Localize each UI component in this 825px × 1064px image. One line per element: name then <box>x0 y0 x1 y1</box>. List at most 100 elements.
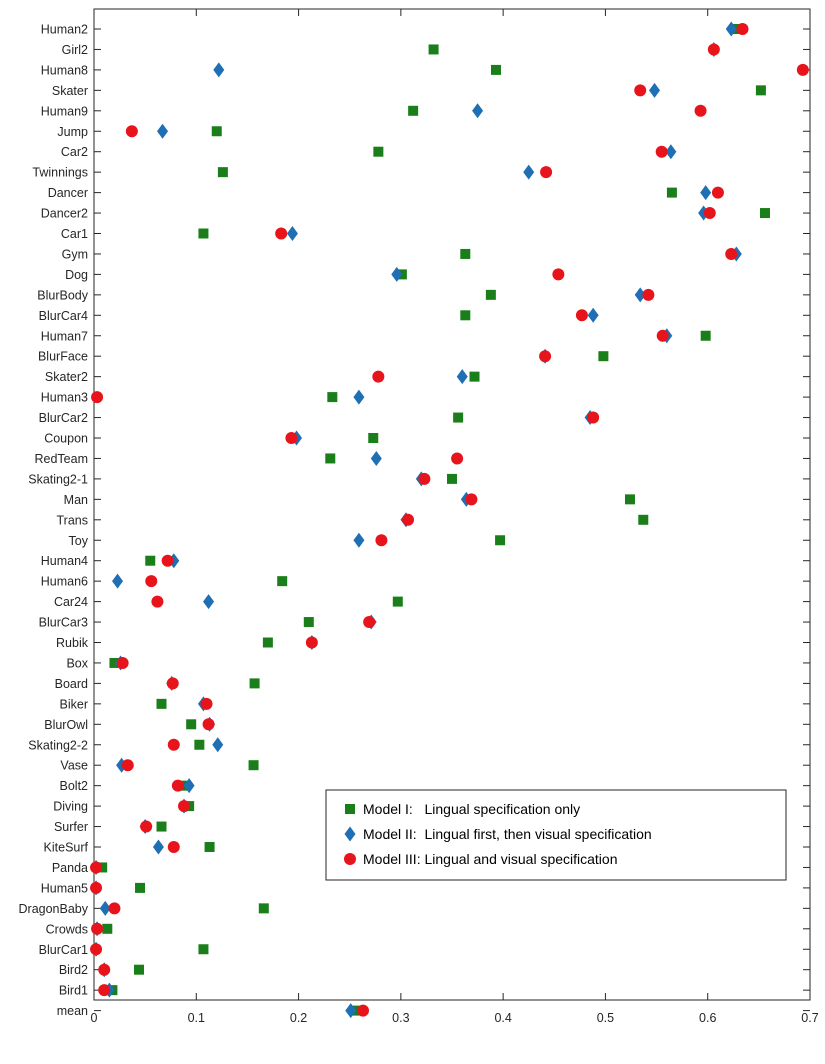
circle-point <box>552 268 565 281</box>
y-tick-label: Human8 <box>41 63 88 77</box>
circle-point <box>90 943 103 956</box>
circle-point <box>121 759 134 772</box>
y-tick-label: Crowds <box>46 922 88 936</box>
y-tick-label: Human2 <box>41 23 88 37</box>
y-tick-label: Jump <box>57 125 88 139</box>
y-tick-label: BlurCar2 <box>39 411 88 425</box>
y-tick-label: Gym <box>62 247 88 261</box>
square-point <box>262 637 273 648</box>
diamond-point <box>152 839 164 855</box>
diamond-point <box>203 594 215 610</box>
square-point <box>460 248 471 259</box>
square-point <box>327 392 338 403</box>
y-tick-label: Trans <box>57 513 89 527</box>
circle-point <box>587 411 600 424</box>
y-tick-label: BlurBody <box>37 288 88 302</box>
circle-point <box>90 861 103 874</box>
y-tick-label: Biker <box>60 697 88 711</box>
circle-point <box>372 370 385 383</box>
y-tick-label: Coupon <box>44 432 88 446</box>
data-markers <box>90 21 809 1019</box>
x-tick-label: 0.5 <box>597 1011 614 1025</box>
circle-point <box>108 902 121 915</box>
y-tick-label: Skater <box>52 84 88 98</box>
circle-point <box>451 452 464 465</box>
square-point <box>392 596 403 607</box>
y-tick-label: DragonBaby <box>19 902 89 916</box>
circle-point <box>305 636 318 649</box>
circle-point <box>166 677 179 690</box>
circle-point <box>694 104 707 117</box>
circle-point <box>725 247 738 260</box>
legend-item: Model II: Lingual first, then visual spe… <box>344 826 652 842</box>
circle-point <box>202 718 215 731</box>
y-tick-label: Human6 <box>41 575 88 589</box>
square-point <box>598 351 609 362</box>
y-tick-label: Skating2-1 <box>28 472 88 486</box>
circle-point <box>167 738 180 751</box>
square-point <box>469 371 480 382</box>
x-tick-label: 0.3 <box>392 1011 409 1025</box>
y-tick-label: Human7 <box>41 329 88 343</box>
y-tick-label: Surfer <box>54 820 88 834</box>
square-point <box>186 719 197 730</box>
x-tick-label: 0.4 <box>494 1011 511 1025</box>
diamond-point <box>700 185 712 201</box>
legend-label: Model I: Lingual specification only <box>363 801 580 817</box>
diamond-point <box>665 144 677 160</box>
square-point <box>258 903 269 914</box>
y-tick-label: Human9 <box>41 104 88 118</box>
square-point <box>204 842 215 852</box>
square-point <box>303 617 314 628</box>
y-tick-label: Box <box>66 656 88 670</box>
series-3 <box>90 23 809 1017</box>
y-tick-label: Rubik <box>56 636 89 650</box>
square-point <box>102 923 113 934</box>
square-point <box>700 330 711 341</box>
square-point <box>453 412 464 423</box>
square-point <box>194 739 205 750</box>
y-tick-label: Vase <box>60 759 88 773</box>
square-point <box>373 146 384 157</box>
x-tick-label: 0.6 <box>699 1011 716 1025</box>
diamond-point <box>472 103 484 119</box>
circle-point <box>91 922 104 935</box>
circle-point <box>711 186 724 199</box>
legend-box <box>325 789 787 881</box>
square-point <box>624 494 635 505</box>
square-point <box>490 64 501 75</box>
y-tick-label: Panda <box>52 861 88 875</box>
circle-point <box>736 23 749 35</box>
circle-point <box>402 513 415 526</box>
square-point <box>638 514 649 525</box>
y-tick-label: Toy <box>69 534 89 548</box>
square-point <box>447 473 457 484</box>
circle-point <box>116 656 129 669</box>
circle-point <box>540 166 553 179</box>
diamond-point <box>183 778 195 794</box>
y-tick-label: Human3 <box>41 391 88 405</box>
legend: Model I: Lingual specification only Model… <box>325 789 787 881</box>
square-point <box>109 657 120 668</box>
circle-point <box>90 881 103 894</box>
circle-point <box>465 493 478 506</box>
square-point <box>485 289 496 300</box>
square-point <box>368 433 379 443</box>
square-point <box>134 964 145 975</box>
circle-point <box>357 1004 370 1017</box>
y-tick-label: mean <box>57 1004 88 1018</box>
diamond-point <box>523 164 535 180</box>
legend-circle-icon <box>344 853 356 865</box>
circle-point <box>145 575 158 588</box>
diamond-point <box>725 21 737 37</box>
circle-point <box>575 309 588 322</box>
y-tick-label: Board <box>55 677 88 691</box>
y-tick-label: Skater2 <box>45 370 88 384</box>
square-point <box>198 228 209 239</box>
square-point <box>325 453 336 464</box>
y-tick-label: Dancer2 <box>41 207 88 221</box>
diamond-point <box>353 389 365 405</box>
y-tick-label: BlurOwl <box>44 718 88 732</box>
circle-point <box>140 820 153 833</box>
circle-point <box>275 227 288 240</box>
